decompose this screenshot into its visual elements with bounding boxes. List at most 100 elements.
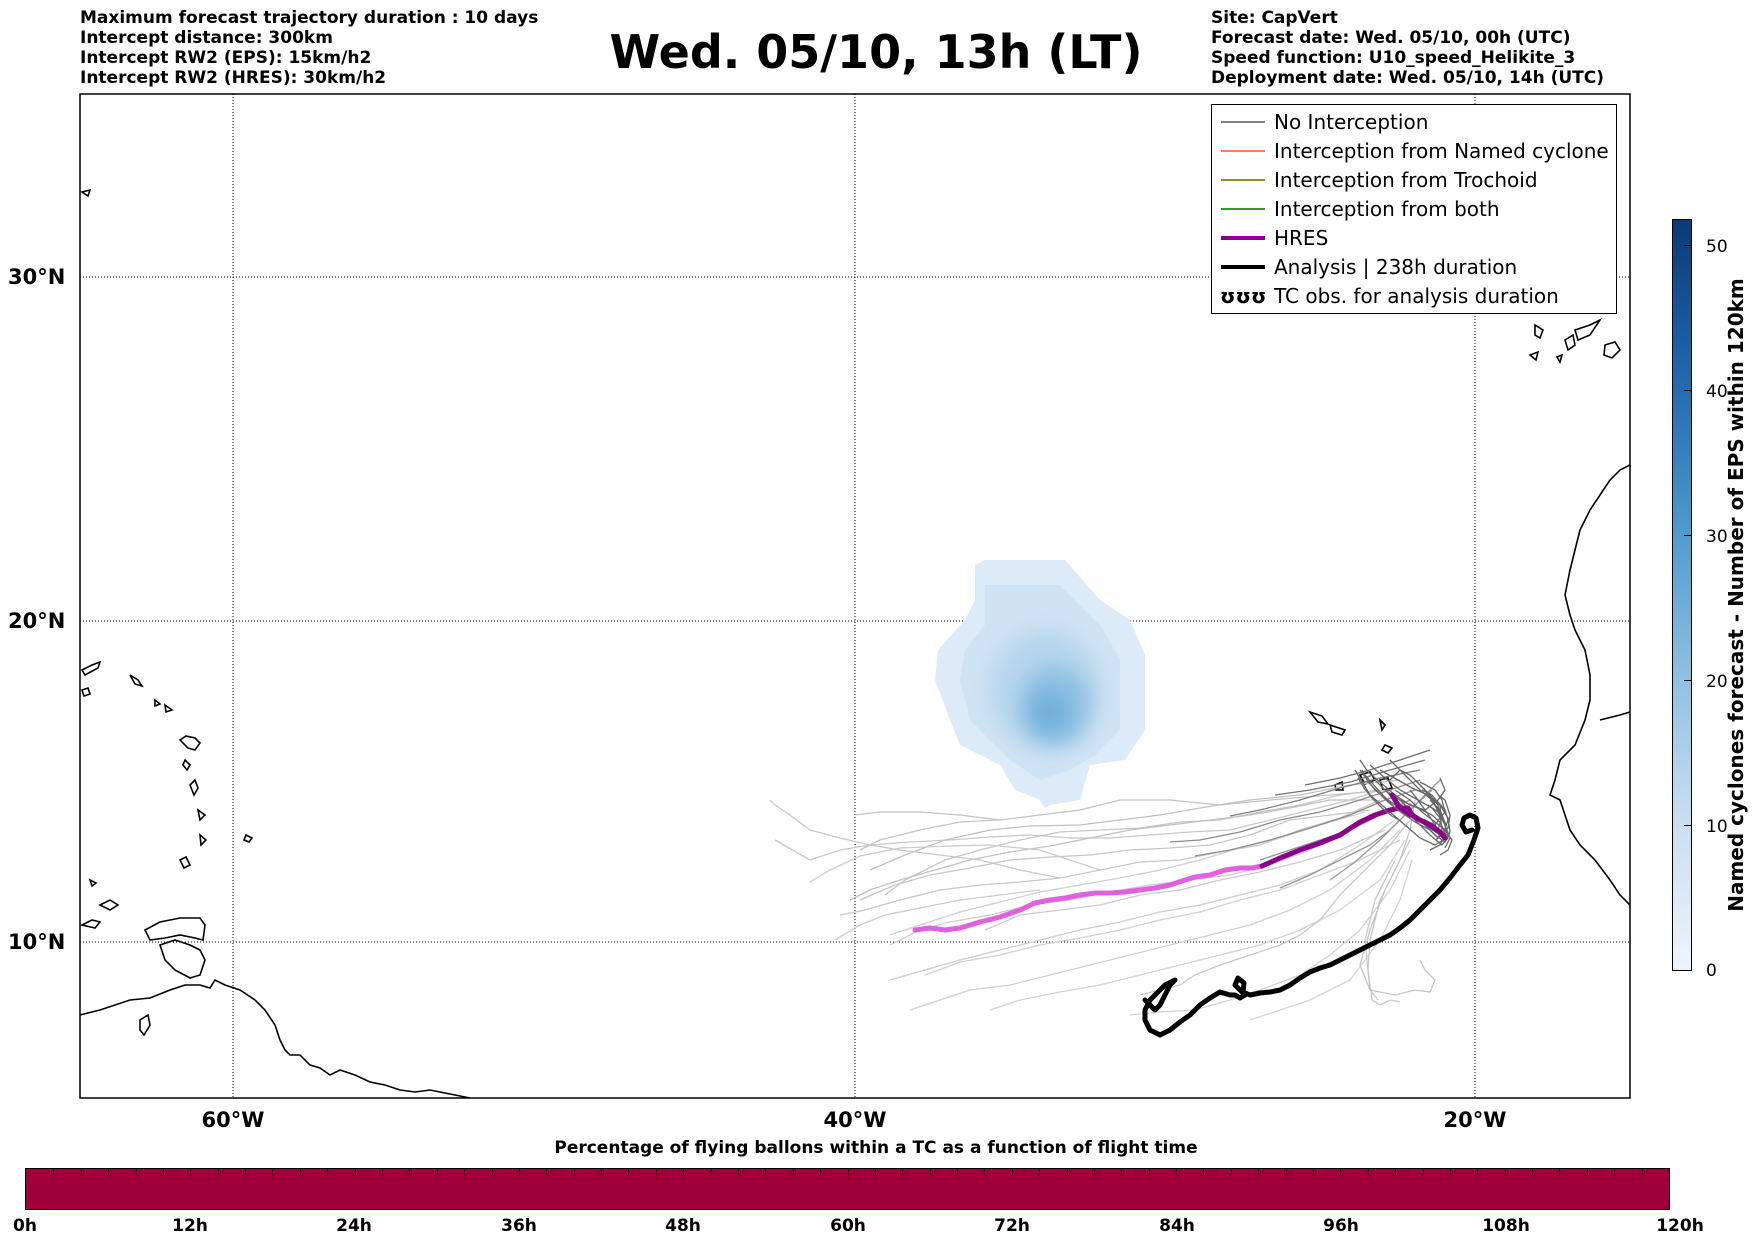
colorbar-minor-tick	[957, 1169, 959, 1175]
colorbar-minor-tick	[518, 1169, 520, 1175]
colorbar-minor-tick	[1449, 1169, 1451, 1175]
flight-time-colorbar	[25, 1168, 1670, 1210]
legend-item-trochoid: Interception from Trochoid	[1212, 167, 1616, 193]
colorbar-tick: 0	[1706, 961, 1717, 981]
colorbar-minor-tick	[464, 1169, 466, 1175]
colorbar-minor-tick	[1176, 1169, 1178, 1175]
legend-label: TC obs. for analysis duration	[1274, 284, 1559, 308]
colorbar-minor-tick	[902, 1169, 904, 1175]
lon-tick-60w: 60°W	[201, 1108, 265, 1132]
info-line: Site: CapVert	[1211, 8, 1338, 28]
lat-tick-30n: 30°N	[8, 265, 66, 289]
flight-time-tick: 72h	[994, 1216, 1030, 1236]
analysis-trajectory	[1142, 812, 1481, 1038]
flight-time-tick: 48h	[665, 1216, 701, 1236]
colorbar-minor-tick	[327, 1169, 329, 1175]
colorbar-minor-tick	[1230, 1169, 1232, 1175]
colorbar-minor-tick	[737, 1169, 739, 1175]
eps-colorbar	[1672, 219, 1692, 971]
info-line: Intercept RW2 (HRES): 30km/h2	[80, 68, 387, 88]
legend-swatch	[1221, 265, 1265, 269]
flight-time-tick: 36h	[501, 1216, 537, 1236]
colorbar-minor-tick	[53, 1169, 55, 1175]
colorbar-minor-tick	[1504, 1169, 1506, 1175]
colorbar-minor-tick	[491, 1169, 493, 1175]
legend-label: HRES	[1274, 226, 1329, 250]
colorbar-minor-tick	[436, 1169, 438, 1175]
legend-item-tc-obs: ʊʊʊ TC obs. for analysis duration	[1212, 283, 1616, 309]
legend-swatch	[1221, 208, 1265, 210]
flight-time-tick: 24h	[336, 1216, 372, 1236]
trajectory-cluster-top	[1357, 769, 1411, 823]
colorbar-minor-tick	[1093, 1169, 1095, 1175]
colorbar-minor-tick	[1614, 1169, 1616, 1175]
gridlines	[80, 94, 1630, 1098]
colorbar-tick: 50	[1706, 237, 1728, 257]
colorbar-minor-tick	[655, 1169, 657, 1175]
colorbar-minor-tick	[1258, 1169, 1260, 1175]
colorbar-tick: 20	[1706, 672, 1728, 692]
eps-trajectories	[769, 749, 1441, 1021]
legend-label: Interception from Named cyclone	[1274, 139, 1609, 163]
flight-time-colorbar-title: Percentage of flying ballons within a TC…	[554, 1138, 1198, 1158]
colorbar-tickmark	[1684, 245, 1692, 246]
colorbar-minor-tick	[792, 1169, 794, 1175]
colorbar-minor-tick	[1586, 1169, 1588, 1175]
colorbar-minor-tick	[628, 1169, 630, 1175]
colorbar-minor-tick	[1422, 1169, 1424, 1175]
lon-tick-40w: 40°W	[823, 1108, 887, 1132]
info-left: Maximum forecast trajectory duration : 1…	[80, 8, 538, 88]
colorbar-label: Named cyclones forecast - Number of EPS …	[1724, 278, 1748, 912]
flight-time-tick: 12h	[172, 1216, 208, 1236]
colorbar-minor-tick	[874, 1169, 876, 1175]
colorbar-minor-tick	[1367, 1169, 1369, 1175]
map-legend: No Interception Interception from Named …	[1211, 104, 1617, 314]
lat-tick-20n: 20°N	[8, 609, 66, 633]
info-line: Deployment date: Wed. 05/10, 14h (UTC)	[1211, 68, 1605, 88]
colorbar-minor-tick	[272, 1169, 274, 1175]
colorbar-minor-tick	[1039, 1169, 1041, 1175]
info-line: Speed function: U10_speed_Helikite_3	[1211, 48, 1576, 68]
colorbar-minor-tick	[1011, 1169, 1013, 1175]
colorbar-minor-tick	[546, 1169, 548, 1175]
flight-time-tick: 108h	[1482, 1216, 1530, 1236]
legend-label: Analysis | 238h duration	[1274, 255, 1518, 279]
colorbar-minor-tick	[299, 1169, 301, 1175]
colorbar-minor-tick	[1340, 1169, 1342, 1175]
colorbar-minor-tick	[1532, 1169, 1534, 1175]
legend-swatch	[1221, 236, 1265, 240]
colorbar-tick: 40	[1706, 382, 1728, 402]
colorbar-minor-tick	[1313, 1169, 1315, 1175]
colorbar-minor-tick	[1641, 1169, 1643, 1175]
map-title: Wed. 05/10, 13h (LT)	[609, 25, 1143, 79]
lon-tick-20w: 20°W	[1443, 1108, 1507, 1132]
colorbar-tickmark	[1684, 535, 1692, 536]
colorbar-minor-tick	[381, 1169, 383, 1175]
flight-time-tick: 120h	[1656, 1216, 1704, 1236]
colorbar-minor-tick	[1285, 1169, 1287, 1175]
legend-swatch	[1221, 150, 1265, 152]
legend-item-both: Interception from both	[1212, 196, 1616, 222]
colorbar-minor-tick	[710, 1169, 712, 1175]
colorbar-minor-tick	[1066, 1169, 1068, 1175]
legend-label: No Interception	[1274, 110, 1429, 134]
colorbar-minor-tick	[573, 1169, 575, 1175]
colorbar-minor-tick	[1121, 1169, 1123, 1175]
lat-tick-10n: 10°N	[8, 930, 66, 954]
colorbar-tickmark	[1684, 680, 1692, 681]
colorbar-minor-tick	[820, 1169, 822, 1175]
colorbar-minor-tick	[190, 1169, 192, 1175]
flight-time-tick: 96h	[1323, 1216, 1359, 1236]
colorbar-tick: 10	[1706, 817, 1728, 837]
info-line: Intercept distance: 300km	[80, 28, 333, 48]
colorbar-minor-tick	[80, 1169, 82, 1175]
colorbar-tick: 30	[1706, 527, 1728, 547]
colorbar-minor-tick	[1148, 1169, 1150, 1175]
info-line: Intercept RW2 (EPS): 15km/h2	[80, 48, 372, 68]
colorbar-minor-tick	[1559, 1169, 1561, 1175]
colorbar-tickmark	[1684, 825, 1692, 826]
colorbar-minor-tick	[765, 1169, 767, 1175]
colorbar-minor-tick	[108, 1169, 110, 1175]
map-frame	[79, 93, 1631, 1099]
